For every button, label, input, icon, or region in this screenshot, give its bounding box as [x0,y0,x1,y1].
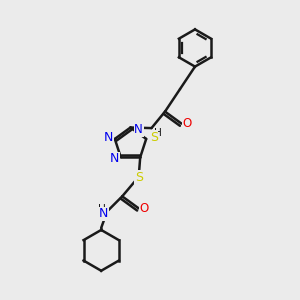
Text: O: O [140,202,149,215]
Text: N: N [134,123,143,136]
Text: N: N [99,207,108,220]
Text: N: N [103,131,113,144]
Text: H: H [154,128,162,139]
Text: H: H [98,204,106,214]
Text: N: N [110,152,119,165]
Text: S: S [150,131,158,144]
Text: S: S [135,171,143,184]
Text: O: O [182,117,191,130]
